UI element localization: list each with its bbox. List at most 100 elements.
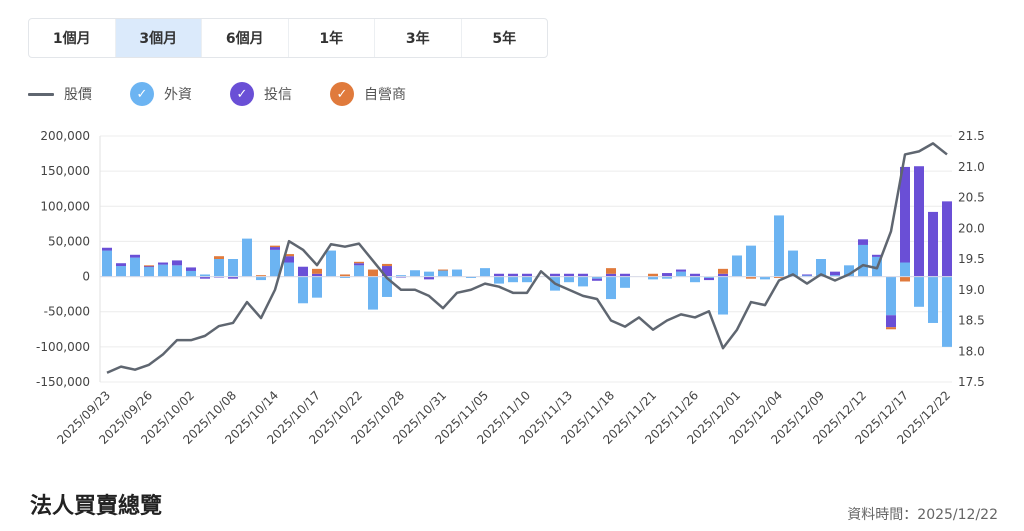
tab-3-months[interactable]: 3個月 xyxy=(115,19,202,57)
tab-5-years[interactable]: 5年 xyxy=(492,31,517,47)
tab-1-year[interactable]: 1年 xyxy=(289,19,375,57)
bar-segment xyxy=(102,250,112,277)
bar-segment xyxy=(900,262,910,277)
bar-segment xyxy=(830,275,840,277)
bar-segment xyxy=(228,276,238,279)
check-circle-icon: ✓ xyxy=(130,82,154,106)
bar-segment xyxy=(200,274,210,277)
bar-segment xyxy=(424,276,434,280)
bar-segment xyxy=(718,276,728,315)
bar-segment xyxy=(494,276,504,284)
bar-segment xyxy=(690,273,700,277)
tab-3-years[interactable]: 3年 xyxy=(375,19,462,57)
bar-segment xyxy=(886,315,896,328)
legend-label-dealer: 自營商 xyxy=(364,87,406,103)
bar-segment xyxy=(928,276,938,323)
bar-segment xyxy=(914,166,924,277)
bar-segment xyxy=(704,276,714,278)
bar-segment xyxy=(256,276,266,281)
legend-item-foreign[interactable]: ✓ 外資 xyxy=(130,82,192,106)
y2-axis-tick-label: 17.5 xyxy=(958,375,985,389)
bar-segment xyxy=(942,201,952,277)
y-axis-tick-label: 100,000 xyxy=(40,199,90,213)
bar-segment xyxy=(690,276,700,283)
y-axis-tick-label: 200,000 xyxy=(40,129,90,143)
bar-segment xyxy=(144,265,154,267)
tab-6-months[interactable]: 6個月 xyxy=(202,19,289,57)
y2-axis-tick-label: 18.5 xyxy=(958,314,985,328)
bar-segment xyxy=(186,267,196,271)
bar-segment xyxy=(802,274,812,276)
bar-segment xyxy=(494,273,504,277)
y-axis-tick-label: 0 xyxy=(82,270,90,284)
bar-segment xyxy=(606,273,616,277)
bar-segment xyxy=(214,259,224,277)
bar-segment xyxy=(340,274,350,277)
bar-segment xyxy=(816,259,826,277)
bar-segment xyxy=(354,265,364,277)
bar-segment xyxy=(760,276,770,280)
bar-segment xyxy=(382,276,392,297)
y-axis-tick-label: -100,000 xyxy=(36,340,90,354)
range-tab-group: 1個月 3個月 6個月 1年 3年 5年 xyxy=(28,18,548,58)
bar-segment xyxy=(522,273,532,277)
institutional-trading-chart: 200,000 150,000 100,000 50,000 0 -50,000 -100,… xyxy=(36,129,985,447)
bar-segment xyxy=(116,266,126,277)
legend-label-trust: 投信 xyxy=(264,87,292,103)
bar-segment xyxy=(228,259,238,277)
bar-segment xyxy=(648,273,658,277)
bar-segment xyxy=(662,276,672,279)
bar-segment xyxy=(312,268,322,274)
bar-segment xyxy=(158,262,168,265)
bar-segment xyxy=(676,269,686,272)
bar-segment xyxy=(368,276,378,310)
y2-axis-tick-label: 21.5 xyxy=(958,129,985,143)
bar-segment xyxy=(424,271,434,277)
y-axis-tick-label: -150,000 xyxy=(36,375,90,389)
bar-segment xyxy=(942,276,952,347)
bar-segment xyxy=(508,276,518,283)
section-title: 法人買賣總覽 xyxy=(30,494,163,519)
bar-segment xyxy=(270,247,280,250)
bar-segment xyxy=(676,271,686,277)
bar-segment xyxy=(172,260,182,266)
bar-segment xyxy=(144,266,154,277)
data-as-of-date: 資料時間：2025/12/22 xyxy=(847,507,998,523)
legend-item-price[interactable]: 股價 xyxy=(28,84,92,104)
bar-segment xyxy=(858,239,868,245)
y-axis-tick-label: 50,000 xyxy=(48,234,90,248)
bar-segment xyxy=(438,269,448,271)
bar-segment xyxy=(844,265,854,277)
bar-segment xyxy=(298,266,308,277)
bar-segment xyxy=(186,270,196,277)
tab-1-month[interactable]: 1個月 xyxy=(29,19,116,57)
bar-segment xyxy=(592,276,602,279)
bar-segment xyxy=(326,250,336,277)
bar-segment xyxy=(508,273,518,277)
bar-segment xyxy=(340,276,350,278)
bar-segment xyxy=(606,276,616,300)
bar-segment xyxy=(830,271,840,276)
bar-segment xyxy=(214,256,224,259)
bar-segment xyxy=(452,269,462,277)
bar-segment xyxy=(900,166,910,263)
bar-segment xyxy=(270,245,280,248)
bar-segment xyxy=(298,276,308,304)
bar-segment xyxy=(410,270,420,277)
legend-label-foreign: 外資 xyxy=(164,87,192,103)
bar-segment xyxy=(592,278,602,281)
bar-segment xyxy=(788,250,798,277)
legend-item-dealer[interactable]: ✓ 自營商 xyxy=(330,82,406,106)
bar-segment xyxy=(102,247,112,251)
bar-segment xyxy=(354,261,364,264)
bar-segment xyxy=(620,273,630,277)
bar-segment xyxy=(368,269,378,277)
bar-segment xyxy=(774,276,784,278)
legend-item-trust[interactable]: ✓ 投信 xyxy=(230,82,292,106)
bar-segment xyxy=(382,263,392,267)
bar-segment xyxy=(354,263,364,266)
bar-segment xyxy=(914,276,924,307)
bar-segment xyxy=(284,256,294,263)
bar-segment xyxy=(522,276,532,283)
bar-segment xyxy=(564,276,574,283)
